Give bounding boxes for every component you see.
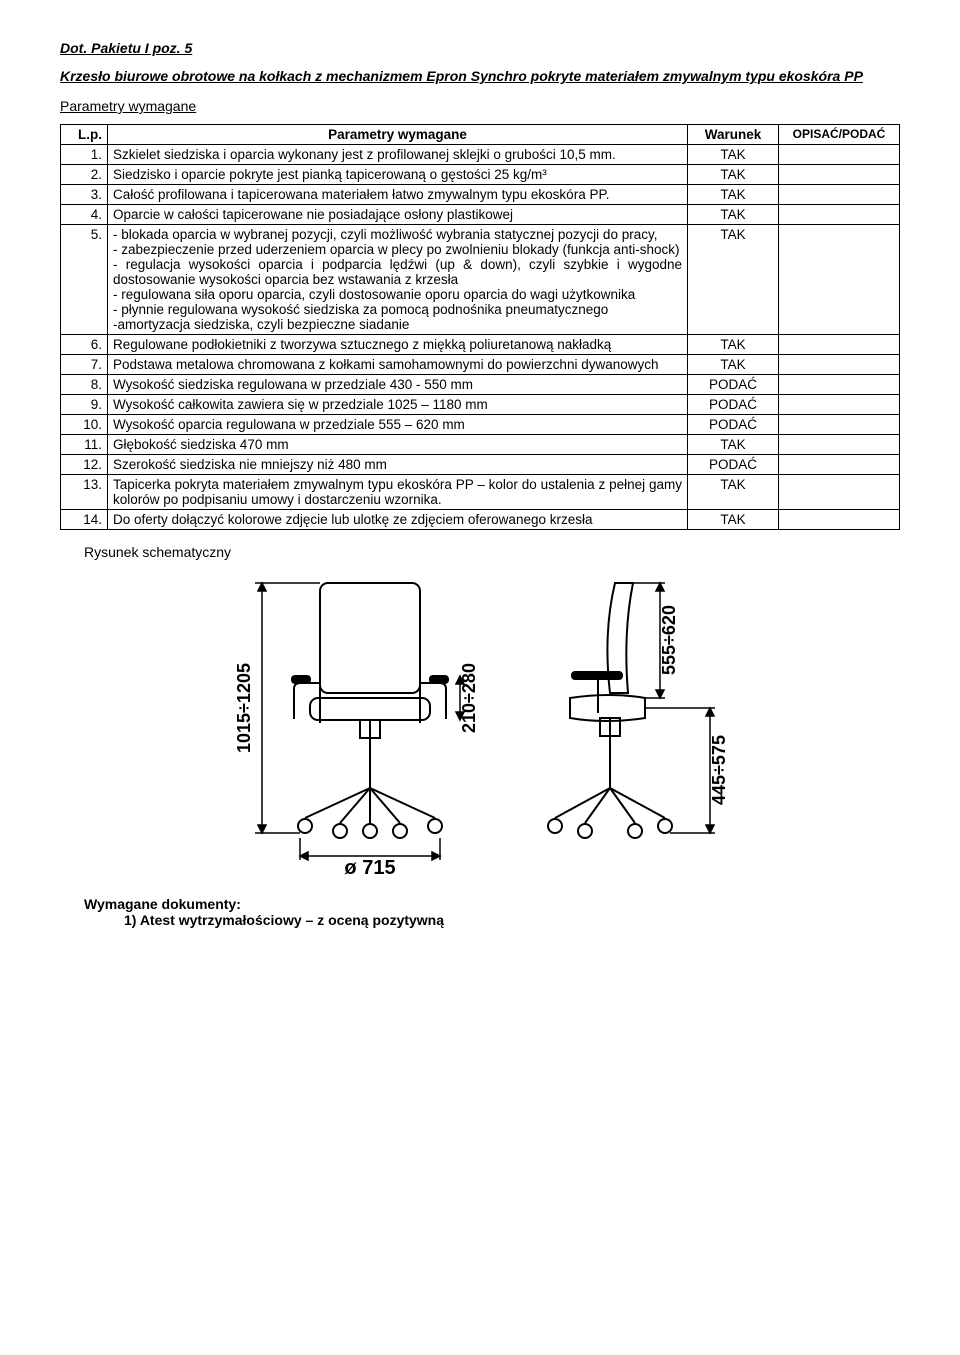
cell-lp: 14. <box>61 510 108 530</box>
header-param: Parametry wymagane <box>108 125 688 145</box>
req-docs-label: Wymagane dokumenty: <box>84 896 900 912</box>
cell-lp: 9. <box>61 395 108 415</box>
cell-lp: 7. <box>61 355 108 375</box>
header-lp: L.p. <box>61 125 108 145</box>
cell-describe <box>779 355 900 375</box>
cell-lp: 4. <box>61 205 108 225</box>
cell-param: Wysokość całkowita zawiera się w przedzi… <box>108 395 688 415</box>
cell-condition: TAK <box>688 205 779 225</box>
table-row: 8.Wysokość siedziska regulowana w przedz… <box>61 375 900 395</box>
cell-describe <box>779 335 900 355</box>
header-condition: Warunek <box>688 125 779 145</box>
cell-condition: PODAĆ <box>688 395 779 415</box>
cell-describe <box>779 205 900 225</box>
cell-lp: 3. <box>61 185 108 205</box>
cell-condition: PODAĆ <box>688 455 779 475</box>
cell-describe <box>779 510 900 530</box>
cell-describe <box>779 435 900 455</box>
cell-lp: 8. <box>61 375 108 395</box>
cell-lp: 13. <box>61 475 108 510</box>
cell-lp: 10. <box>61 415 108 435</box>
cell-condition: TAK <box>688 185 779 205</box>
table-row: 5.- blokada oparcia w wybranej pozycji, … <box>61 225 900 335</box>
chair-diagram: 1015÷1205 210÷280 ø 715 555 <box>60 568 900 878</box>
cell-param: Szerokość siedziska nie mniejszy niż 480… <box>108 455 688 475</box>
cell-condition: TAK <box>688 355 779 375</box>
table-row: 2.Siedzisko i oparcie pokryte jest piank… <box>61 165 900 185</box>
cell-describe <box>779 225 900 335</box>
cell-condition: TAK <box>688 510 779 530</box>
table-row: 14.Do oferty dołączyć kolorowe zdjęcie l… <box>61 510 900 530</box>
table-row: 1.Szkielet siedziska i oparcia wykonany … <box>61 145 900 165</box>
dim-backrest-height: 555÷620 <box>659 605 679 675</box>
cell-param: Wysokość siedziska regulowana w przedzia… <box>108 375 688 395</box>
cell-describe <box>779 415 900 435</box>
cell-param: Podstawa metalowa chromowana z kołkami s… <box>108 355 688 375</box>
dim-overall-height: 1015÷1205 <box>234 663 254 753</box>
cell-param: Regulowane podłokietniki z tworzywa sztu… <box>108 335 688 355</box>
req-docs-item-1: 1) Atest wytrzymałościowy – z oceną pozy… <box>124 912 900 928</box>
schematic-label: Rysunek schematyczny <box>84 544 900 560</box>
table-row: 6.Regulowane podłokietniki z tworzywa sz… <box>61 335 900 355</box>
chair-schematic-svg: 1015÷1205 210÷280 ø 715 555 <box>200 568 760 878</box>
parameters-table: L.p. Parametry wymagane Warunek OPISAĆ/P… <box>60 124 900 530</box>
cell-param: Tapicerka pokryta materiałem zmywalnym t… <box>108 475 688 510</box>
cell-param: Do oferty dołączyć kolorowe zdjęcie lub … <box>108 510 688 530</box>
cell-condition: TAK <box>688 475 779 510</box>
cell-param: Oparcie w całości tapicerowane nie posia… <box>108 205 688 225</box>
cell-describe <box>779 375 900 395</box>
table-header-row: L.p. Parametry wymagane Warunek OPISAĆ/P… <box>61 125 900 145</box>
header-describe: OPISAĆ/PODAĆ <box>779 125 900 145</box>
cell-condition: TAK <box>688 165 779 185</box>
params-required-label: Parametry wymagane <box>60 98 900 114</box>
section-reference: Dot. Pakietu I poz. 5 <box>60 40 900 56</box>
table-row: 12.Szerokość siedziska nie mniejszy niż … <box>61 455 900 475</box>
document-title: Krzesło biurowe obrotowe na kołkach z me… <box>60 68 900 84</box>
table-row: 7.Podstawa metalowa chromowana z kołkami… <box>61 355 900 375</box>
table-row: 11.Głębokość siedziska 470 mmTAK <box>61 435 900 455</box>
cell-lp: 2. <box>61 165 108 185</box>
cell-lp: 6. <box>61 335 108 355</box>
table-row: 4.Oparcie w całości tapicerowane nie pos… <box>61 205 900 225</box>
cell-condition: TAK <box>688 225 779 335</box>
cell-param: - blokada oparcia w wybranej pozycji, cz… <box>108 225 688 335</box>
dim-seat-height: 445÷575 <box>709 735 729 805</box>
table-row: 10.Wysokość oparcia regulowana w przedzi… <box>61 415 900 435</box>
dim-armrest-height: 210÷280 <box>459 663 479 733</box>
cell-lp: 5. <box>61 225 108 335</box>
cell-param: Szkielet siedziska i oparcia wykonany je… <box>108 145 688 165</box>
cell-param: Głębokość siedziska 470 mm <box>108 435 688 455</box>
required-documents: Wymagane dokumenty: 1) Atest wytrzymałoś… <box>84 896 900 928</box>
cell-describe <box>779 475 900 510</box>
cell-lp: 11. <box>61 435 108 455</box>
cell-condition: TAK <box>688 435 779 455</box>
cell-describe <box>779 165 900 185</box>
cell-param: Całość profilowana i tapicerowana materi… <box>108 185 688 205</box>
cell-param: Wysokość oparcia regulowana w przedziale… <box>108 415 688 435</box>
table-row: 9.Wysokość całkowita zawiera się w przed… <box>61 395 900 415</box>
cell-condition: PODAĆ <box>688 375 779 395</box>
cell-condition: PODAĆ <box>688 415 779 435</box>
cell-lp: 12. <box>61 455 108 475</box>
table-row: 13.Tapicerka pokryta materiałem zmywalny… <box>61 475 900 510</box>
cell-param: Siedzisko i oparcie pokryte jest pianką … <box>108 165 688 185</box>
table-row: 3.Całość profilowana i tapicerowana mate… <box>61 185 900 205</box>
cell-describe <box>779 395 900 415</box>
cell-lp: 1. <box>61 145 108 165</box>
cell-condition: TAK <box>688 145 779 165</box>
cell-describe <box>779 185 900 205</box>
cell-describe <box>779 145 900 165</box>
dim-base-diameter: ø 715 <box>344 857 395 878</box>
cell-describe <box>779 455 900 475</box>
cell-condition: TAK <box>688 335 779 355</box>
